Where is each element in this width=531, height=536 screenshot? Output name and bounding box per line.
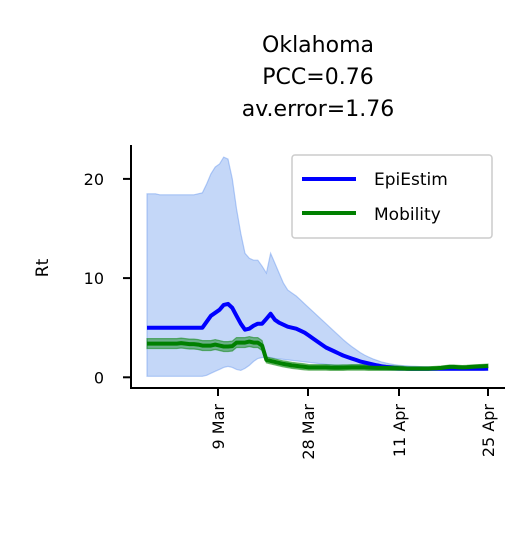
y-tick-label: 0	[94, 368, 104, 387]
line-mobility	[147, 339, 489, 371]
x-ticks: 9 Mar 28 Mar 11 Apr 25 Apr	[209, 388, 498, 460]
y-tick-label: 10	[84, 269, 104, 288]
y-ticks: 0 10 20	[84, 170, 131, 387]
x-tick-label: 11 Apr	[390, 404, 409, 458]
legend-frame	[291, 154, 493, 239]
legend-label-mobility: Mobility	[374, 205, 441, 225]
chart-title: Oklahoma PCC=0.76 av.error=1.76	[242, 33, 394, 122]
legend-label-epiestim: EpiEstim	[374, 170, 448, 190]
x-tick-label: 25 Apr	[479, 404, 498, 458]
y-axis-label: Rt	[33, 258, 53, 277]
title-line-3: av.error=1.76	[242, 97, 394, 122]
x-tick-label: 28 Mar	[299, 404, 318, 460]
title-line-2: PCC=0.76	[262, 65, 373, 90]
series-lines	[147, 301, 489, 371]
legend: EpiEstim Mobility	[291, 154, 493, 239]
y-tick-label: 20	[84, 170, 104, 189]
x-tick-label: 9 Mar	[209, 404, 228, 450]
axes	[130, 145, 505, 389]
title-line-1: Oklahoma	[262, 33, 374, 58]
